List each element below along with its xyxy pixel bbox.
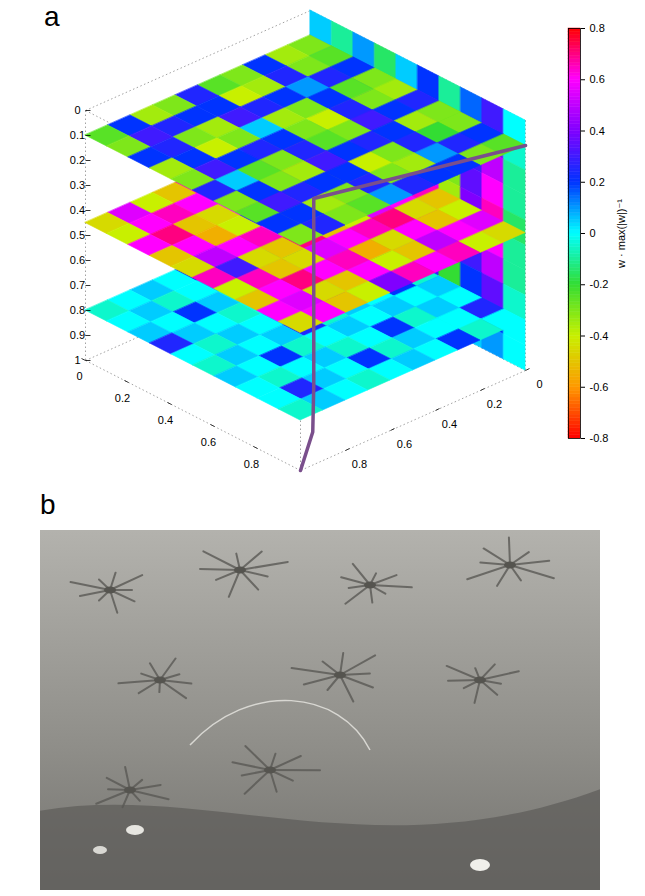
svg-text:0.4: 0.4 [590,125,605,137]
svg-text:0.6: 0.6 [201,436,216,448]
svg-text:0.8: 0.8 [70,304,85,316]
svg-text:0.6: 0.6 [397,438,412,450]
svg-text:0: 0 [76,370,82,382]
svg-text:0: 0 [74,104,80,116]
svg-text:0.2: 0.2 [487,398,502,410]
svg-text:0.2: 0.2 [590,176,605,188]
html-text:a: a [44,1,60,32]
svg-text:1: 1 [74,354,80,366]
html-text:b: b [40,489,56,520]
svg-text:0.4: 0.4 [70,204,85,216]
svg-text:0.3: 0.3 [70,179,85,191]
svg-text:0.4: 0.4 [442,418,457,430]
svg-text:w · max(|w|)⁻¹: w · max(|w|)⁻¹ [615,199,627,269]
svg-text:0: 0 [536,378,542,390]
svg-text:0.5: 0.5 [70,229,85,241]
svg-text:-0.4: -0.4 [590,330,609,342]
svg-text:0.6: 0.6 [590,73,605,85]
svg-text:0: 0 [590,227,596,239]
svg-text:0.8: 0.8 [244,458,259,470]
svg-text:0.4: 0.4 [158,414,173,426]
svg-text:-0.2: -0.2 [590,278,609,290]
svg-text:0.1: 0.1 [70,129,85,141]
svg-text:0.8: 0.8 [352,458,367,470]
svg-text:0.7: 0.7 [70,279,85,291]
svg-text:0.9: 0.9 [70,329,85,341]
svg-text:-0.8: -0.8 [590,432,609,444]
svg-text:0.2: 0.2 [70,154,85,166]
svg-text:-0.6: -0.6 [590,381,609,393]
svg-text:0.2: 0.2 [115,392,130,404]
svg-text:0.8: 0.8 [590,22,605,34]
svg-text:0.6: 0.6 [70,254,85,266]
